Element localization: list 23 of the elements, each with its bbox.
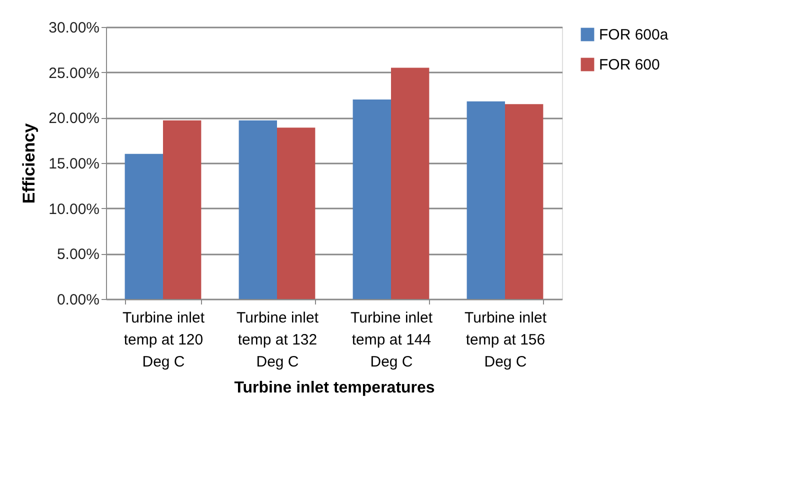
y-tick-label: 30.00%: [48, 20, 100, 36]
x-axis-title: Turbine inlet temperatures: [234, 380, 435, 396]
bar: [163, 120, 202, 299]
y-tick-label: 5.00%: [56, 246, 100, 264]
legend-label: FOR 600: [599, 56, 660, 74]
y-tick-label: 15.00%: [48, 156, 100, 172]
y-axis-title: Efficiency: [20, 122, 39, 204]
bar: [505, 104, 544, 299]
bar: [277, 128, 316, 299]
bar: [124, 154, 163, 299]
bar: [238, 120, 277, 299]
bar: [391, 68, 430, 299]
bar: [352, 100, 391, 299]
y-tick-label: 0.00%: [56, 292, 100, 308]
x-tick-label: Turbine inlet temp at 144 Deg C: [350, 310, 434, 370]
bar: [466, 101, 505, 299]
x-tick-label: Turbine inlet temp at 156 Deg C: [464, 310, 548, 370]
x-tick-label: Turbine inlet temp at 132 Deg C: [236, 310, 320, 370]
x-tick-label: Turbine inlet temp at 120 Deg C: [122, 310, 206, 370]
legend-label: FOR 600a: [599, 26, 669, 44]
y-tick-label: 10.00%: [48, 200, 100, 218]
y-tick-label: 25.00%: [48, 64, 100, 82]
y-tick-label: 20.00%: [48, 110, 100, 128]
